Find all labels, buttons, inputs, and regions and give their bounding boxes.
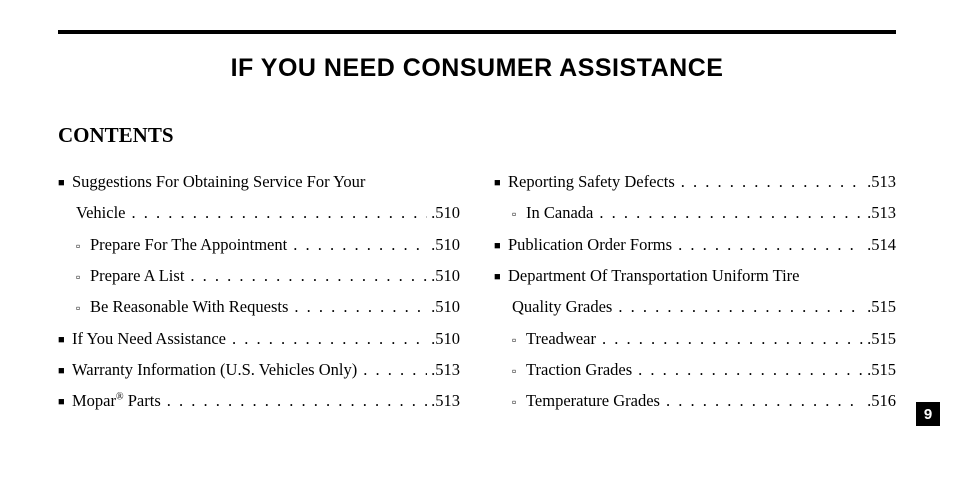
toc-leaders bbox=[190, 260, 427, 291]
toc-entry: ■Publication Order Forms .514 bbox=[494, 229, 896, 260]
contents-heading: CONTENTS bbox=[58, 123, 896, 148]
toc-page-number: .513 bbox=[431, 385, 460, 416]
toc-label: Mopar® Parts bbox=[72, 385, 161, 416]
toc-entry: ■Mopar® Parts .513 bbox=[58, 385, 460, 416]
bullet-icon: ▫ bbox=[76, 266, 90, 289]
toc-label: In Canada bbox=[526, 197, 593, 228]
bullet-icon: ■ bbox=[58, 361, 72, 382]
toc-page-number: .516 bbox=[867, 385, 896, 416]
toc-label: Temperature Grades bbox=[526, 385, 660, 416]
toc-columns: ■Suggestions For Obtaining Service For Y… bbox=[58, 166, 896, 417]
toc-label: If You Need Assistance bbox=[72, 323, 226, 354]
toc-label: Warranty Information (U.S. Vehicles Only… bbox=[72, 354, 357, 385]
toc-page-number: .510 bbox=[431, 229, 460, 260]
bullet-icon: ■ bbox=[58, 392, 72, 413]
toc-label: Quality Grades bbox=[512, 291, 612, 322]
toc-page-number: .513 bbox=[867, 197, 896, 228]
toc-leaders bbox=[232, 323, 427, 354]
toc-page-number: .514 bbox=[867, 229, 896, 260]
toc-entry: ■Reporting Safety Defects .513 bbox=[494, 166, 896, 197]
toc-label: Prepare A List bbox=[90, 260, 184, 291]
toc-page-number: .513 bbox=[867, 166, 896, 197]
toc-entry-continuation: Vehicle .510 bbox=[58, 197, 460, 228]
toc-entry: ▫In Canada .513 bbox=[494, 197, 896, 228]
toc-page-number: .515 bbox=[867, 323, 896, 354]
toc-page-number: .510 bbox=[431, 197, 460, 228]
toc-leaders bbox=[618, 291, 863, 322]
toc-leaders bbox=[681, 166, 863, 197]
bullet-icon: ■ bbox=[494, 267, 508, 288]
toc-entry: ▫Treadwear .515 bbox=[494, 323, 896, 354]
toc-leaders bbox=[167, 385, 427, 416]
bullet-icon: ■ bbox=[58, 173, 72, 194]
toc-label: Traction Grades bbox=[526, 354, 632, 385]
toc-entry: ▫Prepare A List .510 bbox=[58, 260, 460, 291]
toc-label: Vehicle bbox=[76, 197, 125, 228]
toc-entry: ▫Prepare For The Appointment .510 bbox=[58, 229, 460, 260]
toc-label: Be Reasonable With Requests bbox=[90, 291, 288, 322]
toc-label: Suggestions For Obtaining Service For Yo… bbox=[72, 166, 365, 197]
top-rule bbox=[58, 30, 896, 34]
toc-entry: ▫Be Reasonable With Requests .510 bbox=[58, 291, 460, 322]
toc-entry: ■Warranty Information (U.S. Vehicles Onl… bbox=[58, 354, 460, 385]
toc-label: Publication Order Forms bbox=[508, 229, 672, 260]
toc-label: Treadwear bbox=[526, 323, 596, 354]
toc-label: Department Of Transportation Uniform Tir… bbox=[508, 260, 799, 291]
toc-leaders bbox=[638, 354, 863, 385]
bullet-icon: ■ bbox=[494, 236, 508, 257]
toc-leaders bbox=[678, 229, 863, 260]
toc-page-number: .510 bbox=[431, 260, 460, 291]
bullet-icon: ▫ bbox=[76, 235, 90, 258]
section-tab: 9 bbox=[916, 402, 940, 426]
toc-leaders bbox=[602, 323, 863, 354]
toc-entry-continuation: Quality Grades .515 bbox=[494, 291, 896, 322]
toc-page-number: .510 bbox=[431, 291, 460, 322]
toc-entry: ■Suggestions For Obtaining Service For Y… bbox=[58, 166, 460, 197]
toc-right-column: ■Reporting Safety Defects.513▫In Canada.… bbox=[494, 166, 896, 417]
toc-left-column: ■Suggestions For Obtaining Service For Y… bbox=[58, 166, 460, 417]
toc-leaders bbox=[666, 385, 863, 416]
toc-leaders bbox=[363, 354, 427, 385]
bullet-icon: ▫ bbox=[512, 391, 526, 414]
toc-page-number: .513 bbox=[431, 354, 460, 385]
toc-page-number: .515 bbox=[867, 354, 896, 385]
toc-leaders bbox=[599, 197, 863, 228]
section-tab-number: 9 bbox=[924, 406, 932, 423]
toc-page-number: .510 bbox=[431, 323, 460, 354]
bullet-icon: ▫ bbox=[512, 360, 526, 383]
toc-entry: ■If You Need Assistance .510 bbox=[58, 323, 460, 354]
toc-entry: ▫Traction Grades .515 bbox=[494, 354, 896, 385]
toc-page-number: .515 bbox=[867, 291, 896, 322]
page-title: IF YOU NEED CONSUMER ASSISTANCE bbox=[58, 54, 896, 83]
toc-label: Prepare For The Appointment bbox=[90, 229, 287, 260]
bullet-icon: ■ bbox=[58, 330, 72, 351]
bullet-icon: ▫ bbox=[512, 203, 526, 226]
toc-leaders bbox=[293, 229, 427, 260]
toc-entry: ■Department Of Transportation Uniform Ti… bbox=[494, 260, 896, 291]
toc-leaders bbox=[294, 291, 427, 322]
bullet-icon: ▫ bbox=[512, 329, 526, 352]
toc-entry: ▫Temperature Grades .516 bbox=[494, 385, 896, 416]
toc-label: Reporting Safety Defects bbox=[508, 166, 675, 197]
bullet-icon: ▫ bbox=[76, 297, 90, 320]
bullet-icon: ■ bbox=[494, 173, 508, 194]
page: IF YOU NEED CONSUMER ASSISTANCE CONTENTS… bbox=[0, 0, 954, 500]
toc-leaders bbox=[131, 197, 427, 228]
